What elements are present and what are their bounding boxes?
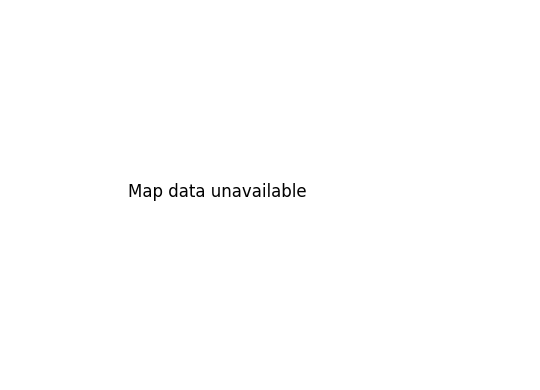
Text: Map data unavailable: Map data unavailable [127,183,306,201]
